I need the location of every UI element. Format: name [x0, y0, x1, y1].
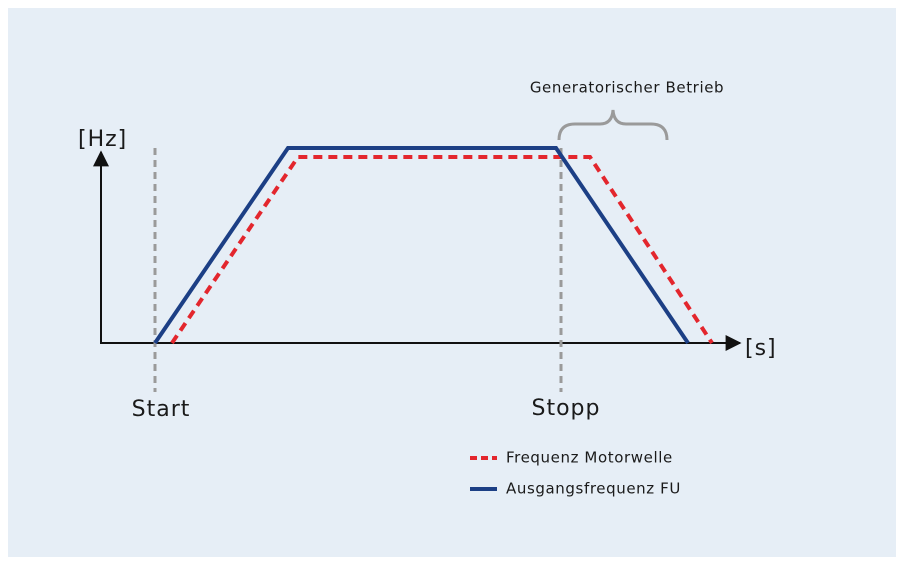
stop-label: Stopp: [532, 396, 601, 421]
brace: [557, 109, 669, 141]
x-axis-label: [s]: [745, 336, 777, 361]
legend-label: Frequenz Motorwelle: [506, 449, 673, 467]
start-label: Start: [132, 397, 191, 422]
motor-frequency-line: [170, 155, 714, 345]
panel: [8, 8, 896, 557]
output-frequency-line: [153, 146, 690, 345]
y-axis-label: [Hz]: [78, 127, 127, 152]
annotation: Generatorischer Betrieb: [530, 79, 724, 97]
legend-label: Ausgangsfrequenz FU: [506, 480, 681, 498]
